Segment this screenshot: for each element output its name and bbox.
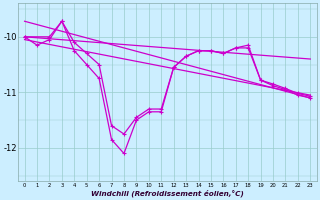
X-axis label: Windchill (Refroidissement éolien,°C): Windchill (Refroidissement éolien,°C) [91, 189, 244, 197]
